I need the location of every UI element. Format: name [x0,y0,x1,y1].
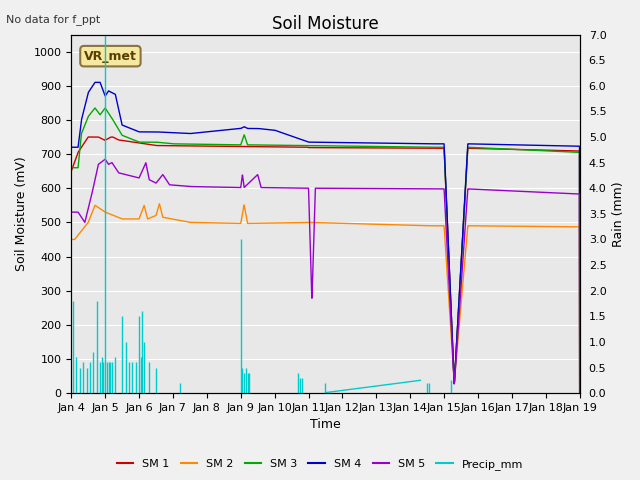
SM 4 [262,126,270,132]
SM 2 [156,201,163,206]
SM 3 [566,149,573,155]
SM 2 [67,237,75,242]
Line: SM 3: SM 3 [71,108,580,393]
SM 3 [67,165,75,170]
SM 2 [576,390,584,396]
Text: No data for f_ppt: No data for f_ppt [6,14,100,25]
SM 4 [125,125,133,131]
SM 4 [67,144,75,150]
SM 3 [125,135,133,141]
SM 2 [125,216,133,222]
SM 1 [84,134,92,140]
SM 1 [576,390,584,396]
SM 4 [576,390,584,396]
SM 1 [156,143,163,148]
SM 2 [285,220,292,226]
Y-axis label: Soil Moisture (mV): Soil Moisture (mV) [15,156,28,271]
SM 3 [511,146,519,152]
Y-axis label: Rain (mm): Rain (mm) [612,181,625,247]
SM 5 [566,191,573,196]
SM 1 [125,139,133,144]
SM 5 [511,188,519,194]
Text: VR_met: VR_met [84,49,137,63]
SM 3 [156,140,163,145]
SM 1 [566,148,573,154]
SM 2 [262,220,270,226]
X-axis label: Time: Time [310,419,341,432]
SM 3 [576,390,584,396]
Line: SM 1: SM 1 [71,137,580,393]
SM 4 [285,132,292,138]
Title: Soil Moisture: Soil Moisture [272,15,379,33]
SM 3 [91,105,99,111]
SM 2 [566,224,573,229]
SM 3 [285,143,292,148]
SM 2 [156,202,163,207]
SM 3 [262,142,270,148]
SM 1 [262,144,270,150]
SM 5 [101,156,109,162]
SM 4 [566,143,573,149]
Line: SM 5: SM 5 [71,159,580,393]
SM 2 [511,223,519,229]
SM 5 [125,173,133,179]
SM 4 [91,80,99,85]
SM 1 [511,146,519,152]
SM 5 [262,185,270,191]
SM 1 [285,144,292,150]
SM 5 [156,176,163,181]
SM 1 [67,168,75,174]
SM 5 [285,185,292,191]
SM 5 [67,209,75,215]
Line: SM 4: SM 4 [71,83,580,393]
SM 4 [156,129,163,135]
SM 5 [576,390,584,396]
SM 4 [511,142,519,148]
Legend: SM 1, SM 2, SM 3, SM 4, SM 5, Precip_mm: SM 1, SM 2, SM 3, SM 4, SM 5, Precip_mm [112,455,528,474]
Line: SM 2: SM 2 [71,204,580,393]
